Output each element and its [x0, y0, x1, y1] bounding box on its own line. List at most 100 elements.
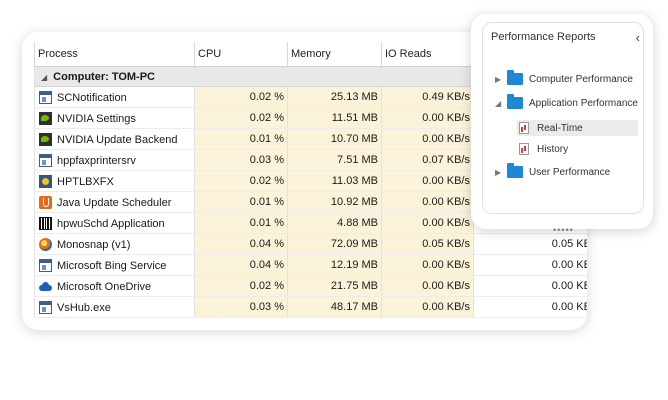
- resize-handle[interactable]: •••••: [553, 225, 574, 235]
- io-writes-cell: 0.00 KB/s: [473, 275, 587, 297]
- memory-cell: 7.51 MB: [287, 149, 382, 171]
- memory-cell: 11.03 MB: [287, 170, 382, 192]
- table-row[interactable]: Microsoft Bing Service 0.04 % 12.19 MB 0.00…: [34, 254, 587, 276]
- memory-cell: 12.19 MB: [287, 254, 382, 276]
- io-reads-cell: 0.07 KB/s: [381, 149, 474, 171]
- io-reads-cell: 0.00 KB/s: [381, 107, 474, 129]
- expand-triangle-icon[interactable]: ▶: [495, 167, 502, 177]
- io-reads-cell: 0.00 KB/s: [381, 170, 474, 192]
- process-name-cell: Java Update Scheduler: [34, 191, 195, 213]
- memory-cell: 11.51 MB: [287, 107, 382, 129]
- cpu-cell: 0.02 %: [194, 170, 288, 192]
- process-name-cell: Microsoft Bing Service: [34, 254, 195, 276]
- tree-item-history[interactable]: History: [517, 143, 568, 155]
- collapse-chevron-icon[interactable]: ‹: [635, 30, 640, 45]
- folder-icon: [507, 163, 523, 178]
- cpu-cell: 0.01 %: [194, 128, 288, 150]
- process-name-cell: NVIDIA Update Backend: [34, 128, 195, 150]
- barcode-icon: [39, 216, 52, 230]
- memory-cell: 21.75 MB: [287, 275, 382, 297]
- process-name-cell: hppfaxprintersrv: [34, 149, 195, 171]
- cpu-cell: 0.03 %: [194, 149, 288, 171]
- panel-title: Performance Reports: [491, 31, 596, 43]
- tree-item-computer-performance[interactable]: ▶ Computer Performance: [495, 70, 633, 85]
- column-header-cpu[interactable]: CPU: [194, 42, 288, 67]
- java-icon: [39, 195, 52, 209]
- window-icon: [39, 258, 52, 272]
- window-icon: [39, 153, 52, 167]
- io-reads-cell: 0.05 KB/s: [381, 233, 474, 255]
- process-name: Microsoft Bing Service: [57, 259, 167, 272]
- process-name: NVIDIA Update Backend: [57, 133, 178, 146]
- cpu-cell: 0.02 %: [194, 86, 288, 108]
- memory-cell: 48.17 MB: [287, 296, 382, 318]
- process-name-cell: Microsoft OneDrive: [34, 275, 195, 297]
- process-name-cell: hpwuSchd Application: [34, 212, 195, 234]
- process-name: Microsoft OneDrive: [57, 280, 152, 293]
- io-reads-cell: 0.00 KB/s: [381, 275, 474, 297]
- memory-cell: 4.88 MB: [287, 212, 382, 234]
- onedrive-icon: [39, 280, 52, 293]
- tree-item-real-time[interactable]: Real-Time: [517, 120, 638, 136]
- collapse-triangle-icon[interactable]: ◢: [495, 98, 502, 108]
- cpu-cell: 0.04 %: [194, 254, 288, 276]
- process-name: HPTLBXFX: [57, 175, 114, 188]
- tree-item-user-performance[interactable]: ▶ User Performance: [495, 163, 610, 178]
- memory-cell: 72.09 MB: [287, 233, 382, 255]
- cpu-cell: 0.02 %: [194, 275, 288, 297]
- tree-item-application-performance[interactable]: ◢ Application Performance: [495, 94, 638, 109]
- process-name: hppfaxprintersrv: [57, 154, 136, 167]
- process-name: VsHub.exe: [57, 301, 111, 314]
- memory-cell: 10.70 MB: [287, 128, 382, 150]
- monosnap-icon: [39, 237, 52, 251]
- folder-icon: [507, 94, 523, 109]
- process-name: Monosnap (v1): [57, 238, 131, 251]
- table-row[interactable]: NVIDIA Update Backend 0.01 % 10.70 MB 0.00 …: [34, 128, 587, 150]
- performance-reports-inner: Performance Reports ‹ ▶ Computer Perform…: [482, 22, 644, 235]
- process-name: Java Update Scheduler: [57, 196, 172, 209]
- cpu-cell: 0.03 %: [194, 296, 288, 318]
- process-name-cell: NVIDIA Settings: [34, 107, 195, 129]
- io-reads-cell: 0.00 KB/s: [381, 296, 474, 318]
- cpu-cell: 0.02 %: [194, 107, 288, 129]
- window-icon: [39, 90, 52, 104]
- cpu-cell: 0.01 %: [194, 212, 288, 234]
- column-header-process[interactable]: Process: [34, 42, 195, 67]
- process-name-cell: Monosnap (v1): [34, 233, 195, 255]
- io-reads-cell: 0.00 KB/s: [381, 191, 474, 213]
- hp-toolbox-icon: [39, 174, 52, 188]
- io-reads-cell: 0.00 KB/s: [381, 128, 474, 150]
- table-row[interactable]: hpwuSchd Application 0.01 % 4.88 MB 0.00 KB…: [34, 212, 587, 234]
- window-icon: [39, 300, 52, 314]
- io-writes-cell: 0.00 KB/s: [473, 296, 587, 318]
- group-label: Computer: TOM-PC: [53, 70, 156, 83]
- performance-reports-panel: Performance Reports ‹ ▶ Computer Perform…: [471, 14, 653, 235]
- io-reads-cell: 0.49 KB/s: [381, 86, 474, 108]
- collapse-triangle-icon[interactable]: ◢: [41, 72, 48, 82]
- nvidia-icon: [39, 132, 52, 146]
- tree-item-label: Real-Time: [537, 122, 583, 134]
- table-row[interactable]: Microsoft OneDrive 0.02 % 21.75 MB 0.00 KB/…: [34, 275, 587, 297]
- expand-triangle-icon[interactable]: ▶: [495, 74, 502, 84]
- tree-item-label: Computer Performance: [529, 73, 633, 85]
- io-writes-cell: 0.05 KB/s: [473, 233, 587, 255]
- report-chart-icon: [519, 143, 529, 155]
- memory-cell: 10.92 MB: [287, 191, 382, 213]
- group-row[interactable]: ◢ Computer: TOM-PC: [34, 66, 587, 87]
- table-row[interactable]: Monosnap (v1) 0.04 % 72.09 MB 0.05 KB/s 0.05…: [34, 233, 587, 255]
- process-name-cell: VsHub.exe: [34, 296, 195, 318]
- process-name: hpwuSchd Application: [57, 217, 165, 230]
- cpu-cell: 0.01 %: [194, 191, 288, 213]
- process-name: SCNotification: [57, 91, 127, 104]
- process-name: NVIDIA Settings: [57, 112, 136, 125]
- folder-icon: [507, 70, 523, 85]
- nvidia-icon: [39, 111, 52, 125]
- tree-item-label: Application Performance: [529, 97, 638, 109]
- process-name-cell: SCNotification: [34, 86, 195, 108]
- report-chart-icon: [519, 122, 529, 134]
- tree-item-label: History: [537, 143, 569, 155]
- memory-cell: 25.13 MB: [287, 86, 382, 108]
- column-header-io-reads[interactable]: IO Reads: [381, 42, 474, 67]
- column-header-memory[interactable]: Memory: [287, 42, 382, 67]
